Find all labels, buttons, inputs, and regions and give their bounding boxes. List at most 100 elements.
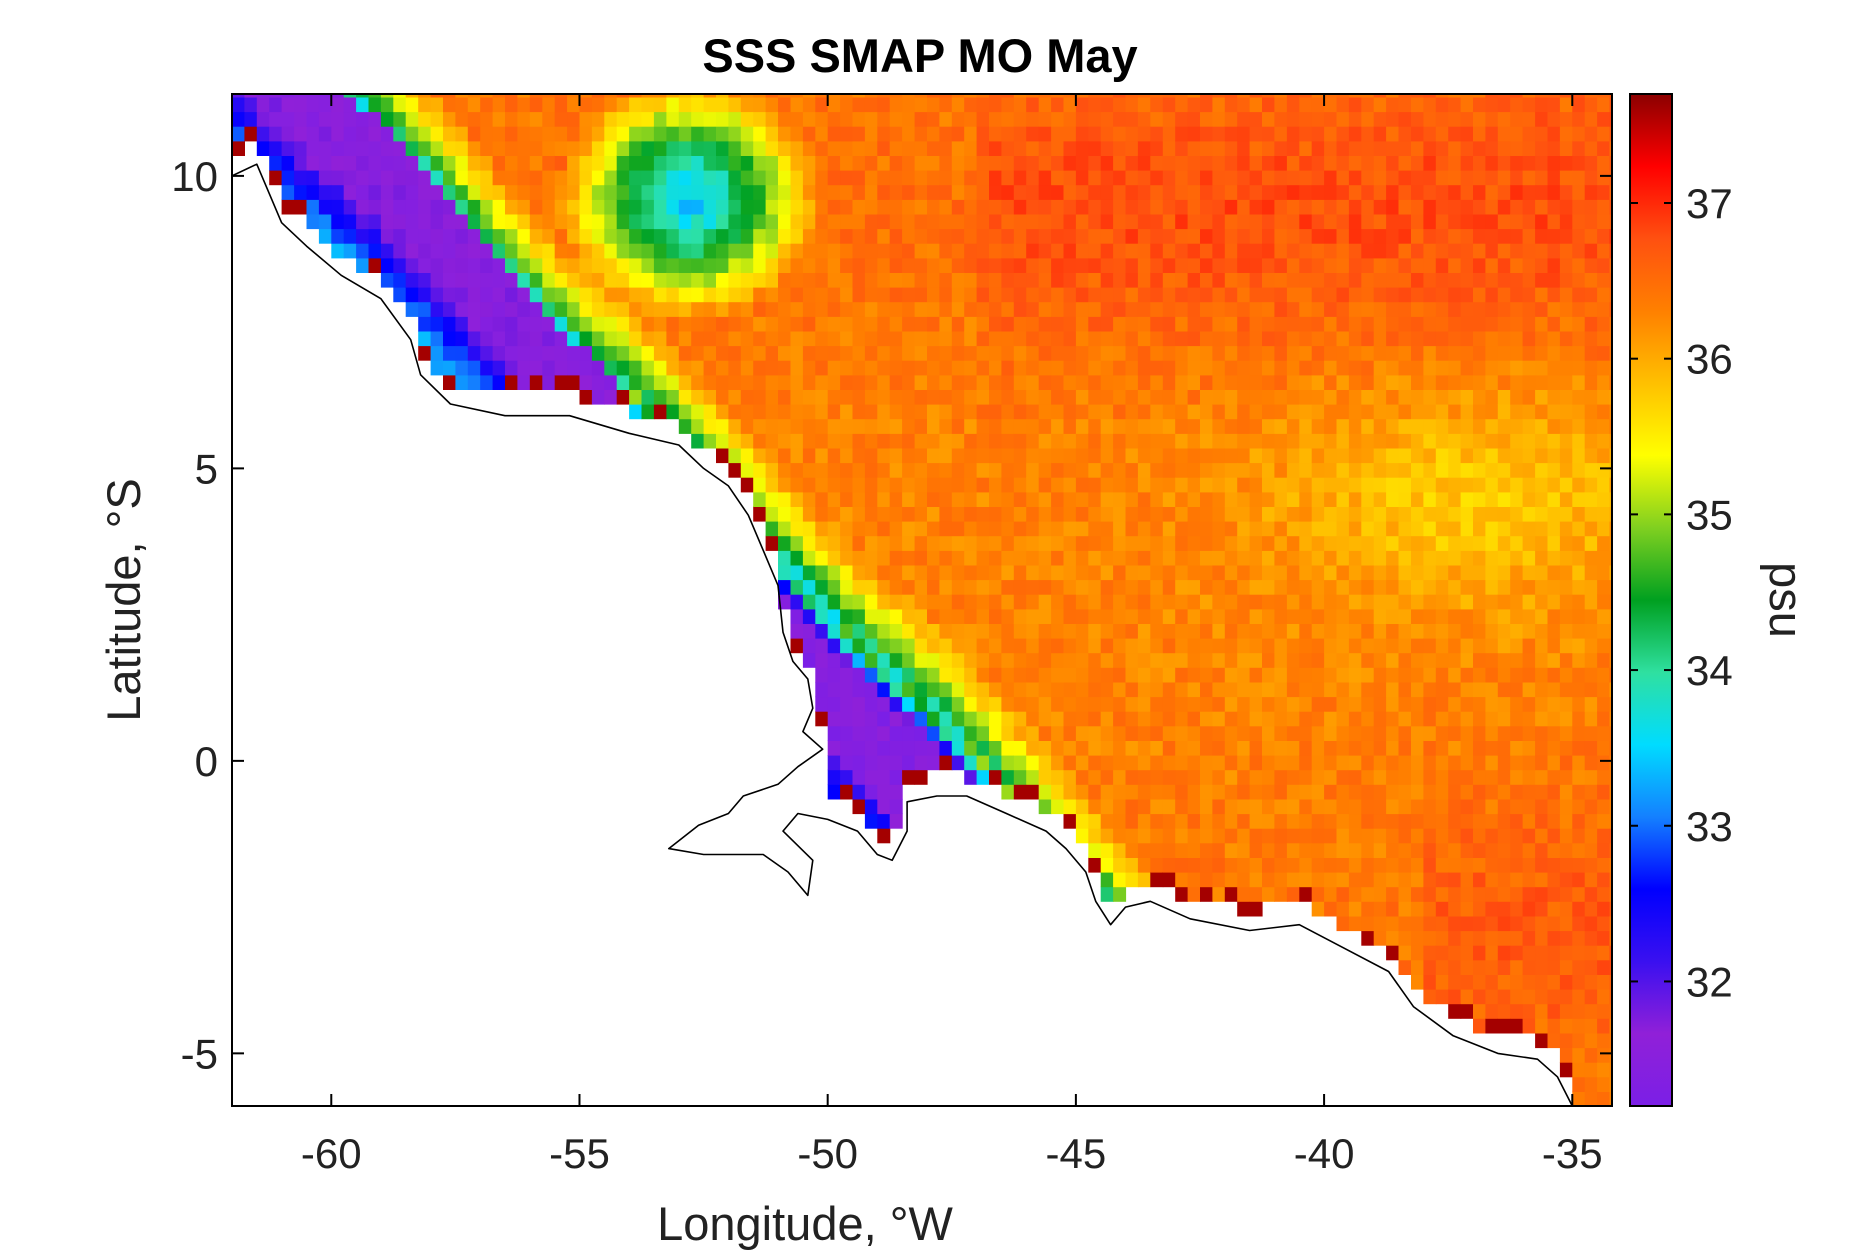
- heatmap-cell: [1386, 711, 1400, 727]
- heatmap-cell: [864, 418, 878, 434]
- heatmap-cell: [976, 433, 990, 449]
- heatmap-cell: [1088, 287, 1102, 303]
- heatmap-cell: [1485, 213, 1499, 230]
- heatmap-cell: [492, 94, 506, 98]
- heatmap-cell: [1187, 667, 1201, 683]
- heatmap-cell: [1597, 755, 1611, 771]
- heatmap-cell: [554, 96, 568, 113]
- heatmap-cell: [889, 535, 903, 551]
- heatmap-cell: [840, 667, 854, 683]
- heatmap-cell: [1324, 433, 1338, 449]
- heatmap-cell: [989, 360, 1002, 376]
- heatmap-cell: [505, 316, 518, 332]
- heatmap-cell: [1572, 608, 1586, 624]
- heatmap-cell: [740, 199, 754, 215]
- heatmap-cell: [1162, 579, 1176, 595]
- heatmap-cell: [443, 94, 456, 98]
- heatmap-cell: [1311, 842, 1325, 858]
- heatmap-cell: [1398, 228, 1412, 244]
- heatmap-cell: [1411, 491, 1424, 507]
- heatmap-cell: [1212, 769, 1226, 785]
- heatmap-cell: [244, 111, 258, 127]
- heatmap-cell: [691, 316, 705, 332]
- heatmap-cell: [629, 345, 643, 361]
- heatmap-cell: [591, 389, 605, 405]
- heatmap-cell: [691, 228, 705, 244]
- heatmap-cell: [840, 418, 854, 434]
- heatmap-cell: [1249, 828, 1263, 844]
- heatmap-cell: [914, 491, 928, 507]
- heatmap-cell: [1051, 725, 1065, 741]
- heatmap-cell: [1448, 930, 1462, 946]
- heatmap-cell: [1113, 96, 1127, 113]
- heatmap-cell: [1175, 857, 1189, 873]
- heatmap-cell: [1336, 813, 1350, 829]
- heatmap-cell: [877, 638, 891, 654]
- heatmap-cell: [914, 96, 928, 113]
- heatmap-cell: [728, 170, 742, 186]
- heatmap-cell: [740, 316, 754, 332]
- heatmap-cell: [914, 199, 928, 215]
- heatmap-cell: [517, 199, 531, 215]
- heatmap-cell: [343, 126, 357, 142]
- heatmap-cell: [1584, 213, 1598, 230]
- heatmap-cell: [1373, 491, 1387, 507]
- heatmap-cell: [778, 272, 791, 288]
- heatmap-cell: [864, 477, 878, 493]
- heatmap-cell: [232, 96, 245, 113]
- heatmap-cell: [740, 170, 754, 186]
- heatmap-cell: [678, 345, 692, 361]
- heatmap-cell: [1597, 813, 1611, 829]
- heatmap-cell: [1361, 330, 1375, 347]
- heatmap-cell: [914, 623, 928, 639]
- heatmap-cell: [1597, 681, 1611, 698]
- heatmap-cell: [716, 345, 729, 361]
- heatmap-cell: [1286, 725, 1300, 741]
- heatmap-cell: [1286, 711, 1300, 727]
- heatmap-cell: [1125, 389, 1139, 405]
- heatmap-cell: [1075, 506, 1089, 522]
- heatmap-cell: [1137, 638, 1151, 654]
- heatmap-cell: [1088, 199, 1102, 215]
- heatmap-cell: [1237, 813, 1251, 829]
- heatmap-cell: [889, 345, 903, 361]
- heatmap-cell: [418, 155, 432, 171]
- heatmap-cell: [691, 111, 705, 127]
- heatmap-cell: [1336, 184, 1350, 200]
- heatmap-cell: [927, 360, 940, 376]
- heatmap-cell: [1200, 667, 1213, 683]
- heatmap-cell: [1274, 155, 1288, 171]
- heatmap-cell: [1324, 521, 1338, 537]
- heatmap-cell: [1559, 930, 1573, 946]
- heatmap-cell: [1535, 374, 1549, 390]
- heatmap-cell: [1150, 140, 1164, 156]
- heatmap-cell: [778, 594, 791, 610]
- heatmap-cell: [1423, 989, 1437, 1005]
- heatmap-cell: [1137, 696, 1151, 712]
- heatmap-cell: [1001, 272, 1015, 288]
- heatmap-cell: [927, 550, 940, 566]
- heatmap-cell: [1373, 711, 1387, 727]
- heatmap-cell: [1584, 798, 1598, 815]
- heatmap-cell: [740, 374, 754, 390]
- heatmap-cell: [678, 94, 692, 98]
- heatmap-cell: [927, 257, 940, 273]
- heatmap-cell: [1237, 755, 1251, 771]
- heatmap-cell: [989, 126, 1002, 142]
- heatmap-cell: [1324, 287, 1338, 303]
- heatmap-cell: [951, 462, 965, 478]
- heatmap-cell: [1237, 550, 1251, 566]
- heatmap-cell: [1274, 608, 1288, 624]
- heatmap-cell: [1584, 681, 1598, 698]
- heatmap-cell: [1212, 462, 1226, 478]
- heatmap-cell: [455, 94, 469, 98]
- heatmap-cell: [1460, 535, 1474, 551]
- heatmap-cell: [1336, 769, 1350, 785]
- heatmap-cell: [604, 140, 618, 156]
- heatmap-cell: [914, 462, 928, 478]
- heatmap-cell: [1435, 491, 1449, 507]
- heatmap-cell: [1299, 740, 1313, 756]
- heatmap-cell: [1237, 740, 1251, 756]
- heatmap-cell: [964, 243, 978, 259]
- heatmap-cell: [1348, 857, 1362, 873]
